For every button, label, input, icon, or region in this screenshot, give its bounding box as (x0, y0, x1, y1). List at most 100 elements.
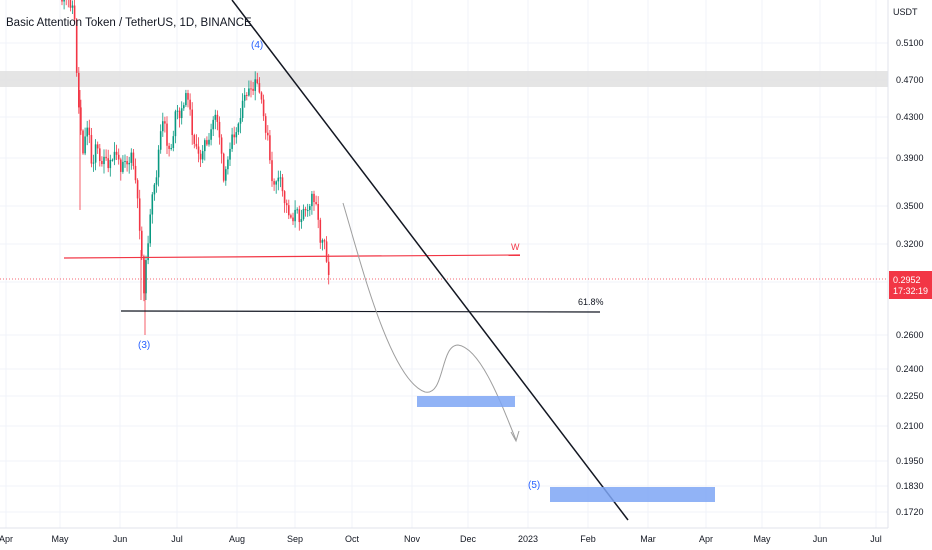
price-tick-label: 0.2250 (896, 391, 924, 401)
fib-61-8-line[interactable] (120, 310, 601, 313)
price-tick-label: 0.4700 (896, 75, 924, 85)
price-tick-label: 0.1830 (896, 481, 924, 491)
candle-body (143, 256, 145, 294)
candle-body (214, 114, 217, 120)
candle-body (269, 135, 271, 161)
candle-body (197, 146, 200, 154)
candle-body (155, 177, 158, 185)
w-level-label: W (511, 242, 520, 252)
candle-body (302, 208, 305, 220)
candle-body (111, 159, 114, 161)
candle-body (92, 162, 95, 164)
candle-body (166, 123, 168, 146)
candle-body (183, 105, 185, 109)
time-axis[interactable]: Apr May Jun Jul Aug Sep Oct Nov Dec 2023 Feb Mar Apr… (0, 534, 882, 544)
candle-body (199, 153, 202, 160)
candle-body (180, 108, 183, 119)
price-tick-label: 0.2400 (896, 364, 924, 374)
time-tick-label: Jun (113, 534, 128, 544)
descending-trendline[interactable] (231, 0, 629, 521)
candle-body (315, 202, 317, 205)
candle-body (275, 181, 277, 185)
candle-body (136, 180, 139, 199)
candle-body (130, 152, 133, 163)
projection-arrowhead (510, 430, 520, 443)
candle-body (134, 165, 137, 181)
candle-body (122, 161, 124, 172)
candle-body (132, 152, 135, 166)
candle-body (193, 135, 196, 144)
candle-body (164, 121, 166, 124)
price-tick-label: 0.3900 (896, 153, 924, 163)
time-tick-label: Dec (460, 534, 477, 544)
candle-body (313, 193, 315, 203)
candle-body (162, 121, 164, 132)
candle-body (168, 145, 170, 149)
candle-body (82, 130, 84, 154)
candle-body (117, 154, 120, 160)
candle-body (101, 160, 103, 165)
candle-body (151, 194, 154, 215)
candle-body (195, 143, 198, 147)
candle-body (178, 110, 181, 119)
candle-body (271, 160, 273, 182)
candle-body (237, 123, 240, 133)
price-tick-label: 0.4300 (896, 112, 924, 122)
candle-body (222, 153, 225, 181)
wave-4-label: (4) (251, 40, 263, 51)
candle-body (149, 214, 151, 244)
candle-body (317, 204, 319, 220)
price-tick-label: 0.2100 (896, 421, 924, 431)
candle-body (227, 159, 229, 170)
candle-body (323, 240, 326, 242)
candle-body (260, 92, 263, 100)
candle-body (113, 151, 116, 160)
candle-body (288, 205, 290, 216)
candle-body (304, 208, 307, 211)
time-tick-label: Jul (171, 534, 183, 544)
last-price-value: 0.2952 (893, 275, 921, 285)
candle-body (306, 210, 309, 212)
candle-body (145, 260, 147, 294)
candle-body (290, 215, 292, 218)
candle-body (252, 88, 254, 91)
candle-body (256, 79, 259, 84)
last-price-tag: 0.2952 17:32:19 (889, 271, 932, 299)
candle-body (141, 230, 143, 257)
candle-body (109, 159, 112, 169)
candle-body (96, 144, 99, 149)
candle-body (126, 161, 128, 165)
time-tick-label: Nov (404, 534, 421, 544)
price-tick-label: 0.1720 (896, 507, 924, 517)
target-zone-1 (417, 396, 515, 407)
candle-body (298, 209, 301, 223)
wave-3-label: (3) (138, 340, 150, 351)
candle-body (279, 177, 282, 179)
time-tick-label: Sep (287, 534, 303, 544)
time-tick-label: Aug (229, 534, 245, 544)
candle-body (103, 156, 105, 165)
price-tick-label: 0.2600 (896, 330, 924, 340)
candle-body (225, 169, 227, 181)
candle-body (71, 5, 74, 8)
candle-body (206, 140, 208, 145)
candle-body (73, 5, 76, 20)
candle-body (250, 88, 252, 90)
candle-body (246, 94, 248, 96)
candle-body (273, 181, 275, 185)
candle-body (86, 127, 88, 137)
candle-body (147, 243, 149, 261)
candle-body (220, 137, 223, 154)
candle-body (229, 148, 231, 160)
candle-body (300, 219, 303, 223)
w-level-line[interactable] (63, 254, 521, 259)
candle-body (231, 134, 233, 149)
candle-body (294, 209, 296, 222)
candle-body (88, 127, 91, 135)
candle-body (235, 132, 238, 138)
candle-body (208, 139, 210, 145)
time-tick-label: Jul (870, 534, 882, 544)
time-tick-label: May (753, 534, 771, 544)
candle-body (94, 144, 97, 163)
